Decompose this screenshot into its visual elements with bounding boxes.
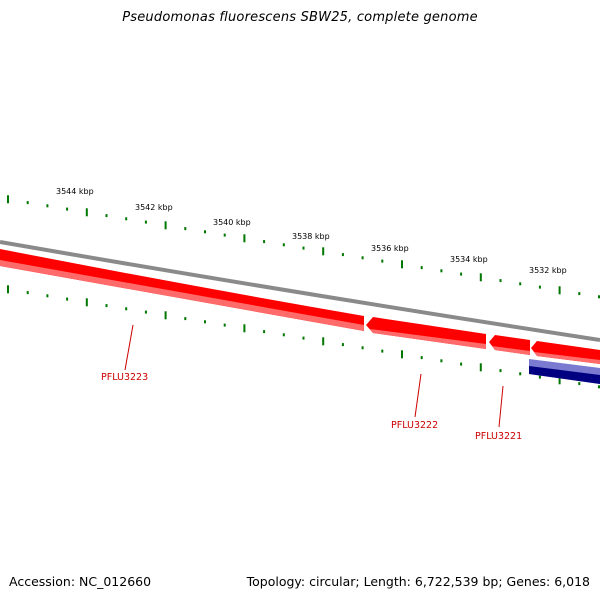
gene-leader-line <box>414 373 422 418</box>
minor-tick <box>460 272 463 276</box>
minor-tick <box>46 294 49 298</box>
minor-tick <box>26 201 29 205</box>
minor-tick <box>519 282 522 286</box>
minor-tick <box>420 356 423 360</box>
kbp-label: 3544 kbp <box>56 187 94 196</box>
major-tick <box>558 376 561 385</box>
kbp-label: 3540 kbp <box>213 218 251 227</box>
minor-tick <box>144 220 147 224</box>
minor-tick <box>66 297 69 301</box>
gene-label-leaders <box>124 324 504 428</box>
gene-leader-line <box>124 324 134 371</box>
outer-tick-ring <box>7 195 600 299</box>
minor-tick <box>263 240 266 244</box>
major-tick <box>322 247 325 256</box>
minor-tick <box>125 217 128 221</box>
minor-tick <box>302 336 305 340</box>
minor-tick <box>499 369 502 373</box>
minor-tick <box>578 292 581 296</box>
minor-tick <box>341 343 344 347</box>
major-tick <box>164 311 167 320</box>
genome-summary: Topology: circular; Length: 6,722,539 bp… <box>246 574 590 589</box>
major-tick <box>558 286 561 295</box>
minor-tick <box>538 285 541 289</box>
minor-tick <box>223 323 226 327</box>
major-tick <box>322 337 325 346</box>
major-tick <box>7 285 9 294</box>
major-tick <box>479 273 482 282</box>
minor-tick <box>361 256 364 260</box>
minor-tick <box>66 207 69 211</box>
minor-tick <box>538 375 541 379</box>
minor-tick <box>223 233 226 237</box>
gene-leader-line <box>498 385 504 428</box>
major-tick <box>164 221 167 230</box>
minor-tick <box>105 304 108 308</box>
genome-backbone <box>0 240 600 342</box>
gene-next-forward-highlight <box>534 352 600 364</box>
minor-tick <box>440 359 443 363</box>
minor-tick <box>144 310 147 314</box>
major-tick <box>479 363 482 372</box>
minor-tick <box>460 362 463 366</box>
kbp-label: 3532 kbp <box>529 266 567 275</box>
kbp-label: 3536 kbp <box>371 244 409 253</box>
minor-tick <box>361 346 364 350</box>
minor-tick <box>125 307 128 311</box>
gene-pflu3223-highlight <box>0 260 364 331</box>
minor-tick <box>420 266 423 270</box>
minor-tick <box>519 372 522 376</box>
kbp-label: 3534 kbp <box>450 255 488 264</box>
major-tick <box>401 260 403 269</box>
gene-reverse-shadow <box>529 366 600 384</box>
gene-label-pflu3221[interactable]: PFLU3221 <box>475 431 522 442</box>
minor-tick <box>381 349 384 353</box>
forward-gene-track <box>0 249 600 364</box>
minor-tick <box>26 291 29 295</box>
inner-tick-ring <box>7 285 600 389</box>
minor-tick <box>499 279 502 283</box>
minor-tick <box>381 259 384 263</box>
minor-tick <box>440 269 443 273</box>
gene-pflu3222-highlight <box>370 329 486 349</box>
minor-tick <box>105 214 108 218</box>
gene-pflu3221-highlight <box>492 346 530 355</box>
gene-label-pflu3223[interactable]: PFLU3223 <box>101 372 148 383</box>
minor-tick <box>263 330 266 334</box>
reverse-gene-track <box>529 359 600 384</box>
minor-tick <box>598 295 600 299</box>
major-tick <box>85 298 88 307</box>
minor-tick <box>184 317 187 321</box>
minor-tick <box>184 227 187 231</box>
minor-tick <box>578 382 581 386</box>
genome-title: Pseudomonas fluorescens SBW25, complete … <box>122 10 478 25</box>
minor-tick <box>302 246 305 250</box>
minor-tick <box>204 230 206 234</box>
kbp-label: 3538 kbp <box>292 232 330 241</box>
minor-tick <box>282 333 285 337</box>
kbp-labels: 3544 kbp 3542 kbp 3540 kbp 3538 kbp 3536… <box>56 187 567 275</box>
minor-tick <box>204 320 206 324</box>
gene-label-pflu3222[interactable]: PFLU3222 <box>391 420 438 431</box>
major-tick <box>7 195 9 204</box>
major-tick <box>85 208 88 217</box>
minor-tick <box>282 243 285 247</box>
gene-labels: PFLU3223 PFLU3222 PFLU3221 <box>101 372 522 442</box>
accession-label: Accession: NC_012660 <box>9 574 152 589</box>
minor-tick <box>598 385 600 389</box>
minor-tick <box>341 253 344 257</box>
major-tick <box>401 350 403 359</box>
major-tick <box>243 324 246 333</box>
minor-tick <box>46 204 49 208</box>
kbp-label: 3542 kbp <box>135 203 173 212</box>
major-tick <box>243 234 246 243</box>
